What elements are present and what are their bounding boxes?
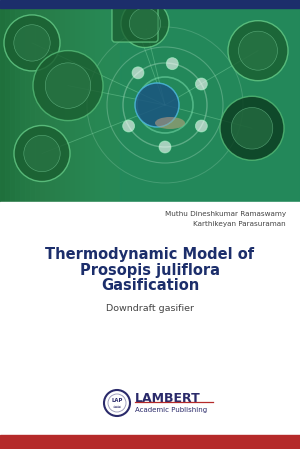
Bar	[180, 8, 300, 202]
Bar	[0, 8, 300, 202]
Bar	[10, 8, 300, 202]
Bar	[75, 8, 300, 202]
Text: Muthu Dineshkumar Ramaswamy: Muthu Dineshkumar Ramaswamy	[165, 211, 286, 217]
Circle shape	[14, 25, 50, 61]
Bar	[45, 8, 300, 202]
Bar	[95, 8, 300, 202]
Bar	[245, 8, 300, 202]
Bar	[220, 8, 300, 202]
FancyBboxPatch shape	[112, 2, 158, 42]
Bar	[65, 8, 300, 202]
Circle shape	[135, 83, 179, 127]
Bar	[210, 8, 300, 202]
Circle shape	[4, 15, 60, 71]
Bar	[5, 8, 300, 202]
Bar	[90, 8, 300, 202]
Bar	[100, 8, 300, 202]
Bar	[190, 8, 300, 202]
Circle shape	[132, 67, 144, 79]
Bar	[0, 8, 300, 202]
Bar	[150, 8, 300, 202]
Bar	[50, 8, 300, 202]
Bar	[120, 8, 300, 202]
Circle shape	[123, 120, 135, 132]
Bar	[0, 202, 300, 435]
Bar	[200, 8, 300, 202]
Circle shape	[129, 8, 161, 39]
Bar	[280, 8, 300, 202]
Bar	[170, 8, 300, 202]
Circle shape	[220, 96, 284, 160]
Text: ≈≈: ≈≈	[112, 405, 122, 409]
Circle shape	[45, 63, 91, 108]
Bar	[285, 8, 300, 202]
Text: Karthikeyan Parasuraman: Karthikeyan Parasuraman	[194, 221, 286, 227]
Bar	[80, 8, 300, 202]
Ellipse shape	[155, 117, 185, 129]
Circle shape	[166, 57, 178, 70]
Text: Gasification: Gasification	[101, 278, 199, 294]
Bar	[265, 8, 300, 202]
Bar	[25, 8, 300, 202]
Bar	[215, 8, 300, 202]
Circle shape	[228, 21, 288, 81]
Circle shape	[195, 120, 207, 132]
Text: LAMBERT: LAMBERT	[135, 392, 201, 405]
Bar	[105, 8, 300, 202]
Circle shape	[238, 31, 278, 70]
Bar	[225, 8, 300, 202]
Circle shape	[195, 78, 207, 90]
Bar	[60, 8, 300, 202]
Circle shape	[231, 107, 273, 149]
Bar	[145, 8, 300, 202]
Text: Academic Publishing: Academic Publishing	[135, 407, 207, 413]
Bar	[275, 8, 300, 202]
Bar	[40, 8, 300, 202]
Bar	[255, 8, 300, 202]
Bar	[0, 435, 300, 449]
Circle shape	[159, 141, 171, 153]
Bar	[205, 8, 300, 202]
Bar	[20, 8, 300, 202]
Text: Downdraft gasifier: Downdraft gasifier	[106, 304, 194, 313]
Bar	[85, 8, 300, 202]
Bar	[0, 0, 300, 8]
Bar	[250, 8, 300, 202]
Bar	[130, 8, 300, 202]
Bar	[140, 8, 300, 202]
Bar	[155, 8, 300, 202]
Bar	[165, 8, 300, 202]
Bar	[135, 8, 300, 202]
Bar	[230, 8, 300, 202]
Bar	[195, 8, 300, 202]
Circle shape	[24, 135, 60, 172]
Bar	[185, 8, 300, 202]
Bar	[175, 8, 300, 202]
Bar	[15, 8, 300, 202]
Bar	[240, 8, 300, 202]
Bar	[70, 8, 300, 202]
Bar	[125, 8, 300, 202]
Text: LAP: LAP	[111, 398, 123, 403]
Bar	[35, 8, 300, 202]
Circle shape	[33, 51, 103, 121]
Bar	[295, 8, 300, 202]
Bar	[160, 8, 300, 202]
Bar	[110, 8, 300, 202]
Bar	[290, 8, 300, 202]
Text: Prosopis juliflora: Prosopis juliflora	[80, 263, 220, 277]
Circle shape	[14, 126, 70, 181]
Bar	[30, 8, 300, 202]
Circle shape	[121, 0, 169, 48]
Bar	[115, 8, 300, 202]
Bar	[120, 8, 300, 202]
Text: Thermodynamic Model of: Thermodynamic Model of	[45, 247, 255, 261]
Bar	[55, 8, 300, 202]
Bar	[260, 8, 300, 202]
Bar	[235, 8, 300, 202]
Bar	[270, 8, 300, 202]
